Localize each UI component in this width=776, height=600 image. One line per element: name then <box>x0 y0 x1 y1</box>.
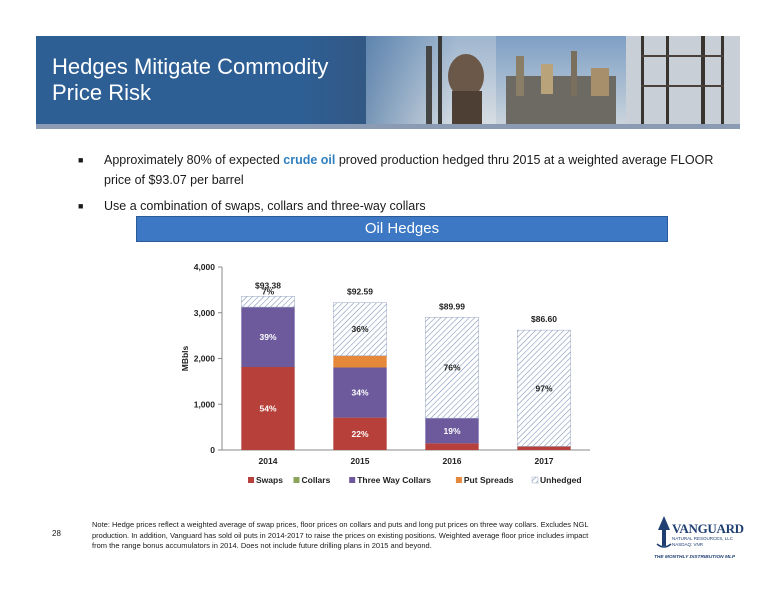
bullet-text: Use a combination of swaps, collars and … <box>104 199 426 213</box>
bullet-marker: ■ <box>78 201 84 211</box>
bar-segment <box>425 418 479 444</box>
data-label: 22% <box>351 429 368 439</box>
legend-swatch <box>248 477 254 483</box>
data-label: 19% <box>443 426 460 436</box>
oil-hedges-chart: 0 1,000 2,000 3,000 4,000 MBbls 54% 39% 7%$93.38… <box>180 262 590 485</box>
logo-subtitle: NATURAL RESOURCES, LLC NASDAQ: VNR <box>672 536 733 548</box>
bar-segment <box>333 367 387 418</box>
title-banner-gradient <box>36 36 456 124</box>
y-tick-label: 2,000 <box>194 354 216 364</box>
footnote: Note: Hedge prices reflect a weighted av… <box>92 520 589 550</box>
page-number: 28 <box>52 529 61 538</box>
bullet-item: ■ Use a combination of swaps, collars an… <box>76 196 716 216</box>
bullet-text-end: proved production hedged thru 2015 at a … <box>104 153 714 187</box>
legend-label: Swaps <box>256 475 283 485</box>
data-label: 76% <box>443 363 460 373</box>
logo-company: NATURAL RESOURCES, LLC <box>672 536 734 541</box>
title-divider <box>36 124 740 129</box>
bar-segment <box>333 417 387 450</box>
y-tick-label: 3,000 <box>194 308 216 318</box>
bullet-marker: ■ <box>78 155 84 165</box>
chart-title: Oil Hedges <box>136 216 668 242</box>
bullet-list: ■ Approximately 80% of expected crude oi… <box>76 150 716 222</box>
legend-swatch <box>293 477 300 483</box>
price-label: $86.60 <box>531 314 557 324</box>
y-tick-label: 4,000 <box>194 262 216 272</box>
bar-segment <box>425 317 479 419</box>
logo-wordmark: VANGUARD <box>672 521 744 536</box>
page-title-line-2: Price Risk <box>52 80 152 105</box>
price-label: $92.59 <box>347 287 373 297</box>
x-tick-label: 2015 <box>351 456 370 466</box>
logo-ticker: NASDAQ: VNR <box>672 542 704 547</box>
legend-swatch <box>455 477 462 483</box>
bar-segment <box>517 446 571 450</box>
legend-label: Unhedged <box>540 475 582 485</box>
logo-emblem-icon <box>656 516 672 548</box>
data-label: 97% <box>535 383 552 393</box>
x-tick-label: 2016 <box>443 456 462 466</box>
data-label: 7% <box>262 286 275 296</box>
y-tick-label: 1,000 <box>194 399 216 409</box>
legend-label: Collars <box>302 475 331 485</box>
bar-segment <box>241 367 295 450</box>
title-banner: Hedges Mitigate Commodity Price Risk <box>36 36 740 124</box>
data-label: 36% <box>351 324 368 334</box>
bar-segment <box>333 302 387 356</box>
y-axis-label: MBbls <box>180 345 190 371</box>
data-label: 54% <box>259 404 276 414</box>
data-label: 34% <box>351 388 368 398</box>
data-label: 39% <box>259 332 276 342</box>
x-tick-label: 2014 <box>259 456 278 466</box>
page-title: Hedges Mitigate Commodity Price Risk <box>52 54 372 106</box>
logo-tagline: THE MONTHLY DISTRIBUTION MLP <box>654 555 736 560</box>
legend-swatch <box>531 476 539 484</box>
y-tick-label: 0 <box>210 445 215 455</box>
price-label: $89.99 <box>439 301 465 311</box>
x-tick-label: 2017 <box>535 456 554 466</box>
bullet-highlight: crude oil <box>283 153 336 167</box>
company-logo: VANGUARD NATURAL RESOURCES, LLC NASDAQ: … <box>654 514 744 564</box>
legend-label: Three Way Collars <box>357 475 431 485</box>
bar-segment <box>333 355 387 368</box>
page-title-line-1: Hedges Mitigate Commodity <box>52 54 329 79</box>
bar-segment <box>425 443 479 450</box>
bullet-item: ■ Approximately 80% of expected crude oi… <box>76 150 716 190</box>
bar-segment <box>517 329 571 447</box>
bar-segment <box>241 307 295 368</box>
bar-segment <box>241 296 295 308</box>
price-label: $93.38 <box>255 280 281 290</box>
bullet-text-start: Approximately 80% of expected <box>104 153 284 167</box>
oilfield-photo-collage <box>366 36 740 124</box>
legend-label: Put Spreads <box>464 475 514 485</box>
legend-swatch <box>349 477 356 483</box>
